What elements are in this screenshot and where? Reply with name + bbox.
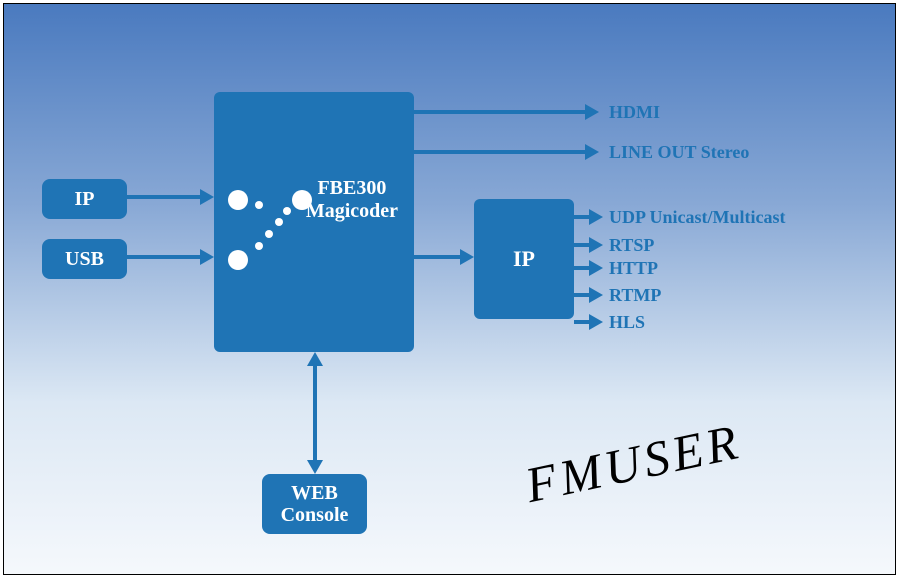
label-hdmi: HDMI xyxy=(609,102,660,123)
arrowhead-hdmi xyxy=(585,104,599,120)
input-ip-box: IP xyxy=(42,179,127,219)
arrow-center-to-ip xyxy=(414,255,460,259)
dot xyxy=(292,190,312,210)
dot xyxy=(275,218,283,226)
center-label-2: Magicoder xyxy=(306,200,398,223)
label-lineout: LINE OUT Stereo xyxy=(609,142,749,163)
center-box: FBE300 Magicoder xyxy=(214,92,414,352)
label-hls: HLS xyxy=(609,312,645,333)
arrow-web-vertical xyxy=(313,366,317,460)
label-rtsp: RTSP xyxy=(609,235,654,256)
arrowhead-web-down xyxy=(307,460,323,474)
web-console-box: WEB Console xyxy=(262,474,367,534)
input-ip-label: IP xyxy=(75,188,95,211)
dot xyxy=(228,190,248,210)
arrowhead-usb-to-center xyxy=(200,249,214,265)
label-udp: UDP Unicast/Multicast xyxy=(609,207,785,228)
dot xyxy=(283,207,291,215)
arrow-http xyxy=(574,266,589,270)
arrow-rtsp xyxy=(574,243,589,247)
arrowhead-rtsp xyxy=(589,237,603,253)
arrow-rtmp xyxy=(574,293,589,297)
arrow-hls xyxy=(574,320,589,324)
ip-out-label: IP xyxy=(513,246,535,272)
arrow-ip-to-center xyxy=(127,195,200,199)
web-label-2: Console xyxy=(281,504,349,526)
arrowhead-hls xyxy=(589,314,603,330)
arrowhead-ip-to-center xyxy=(200,189,214,205)
label-rtmp: RTMP xyxy=(609,285,661,306)
dot xyxy=(228,250,248,270)
arrowhead-rtmp xyxy=(589,287,603,303)
label-http: HTTP xyxy=(609,258,658,279)
diagram-canvas: IP USB FBE300 Magicoder HDMI LINE OUT St… xyxy=(3,3,896,575)
arrowhead-http xyxy=(589,260,603,276)
arrowhead-center-to-ip xyxy=(460,249,474,265)
watermark-text: FMUSER xyxy=(520,412,746,514)
ip-out-box: IP xyxy=(474,199,574,319)
arrow-udp xyxy=(574,215,589,219)
arrowhead-udp xyxy=(589,209,603,225)
input-usb-label: USB xyxy=(65,248,104,271)
arrowhead-web-up xyxy=(307,352,323,366)
dot xyxy=(265,230,273,238)
input-usb-box: USB xyxy=(42,239,127,279)
center-label-1: FBE300 xyxy=(306,177,398,200)
arrow-lineout xyxy=(414,150,585,154)
arrow-usb-to-center xyxy=(127,255,200,259)
web-label-1: WEB xyxy=(291,482,338,504)
arrowhead-lineout xyxy=(585,144,599,160)
arrow-hdmi xyxy=(414,110,585,114)
dot xyxy=(255,242,263,250)
dot xyxy=(255,201,263,209)
